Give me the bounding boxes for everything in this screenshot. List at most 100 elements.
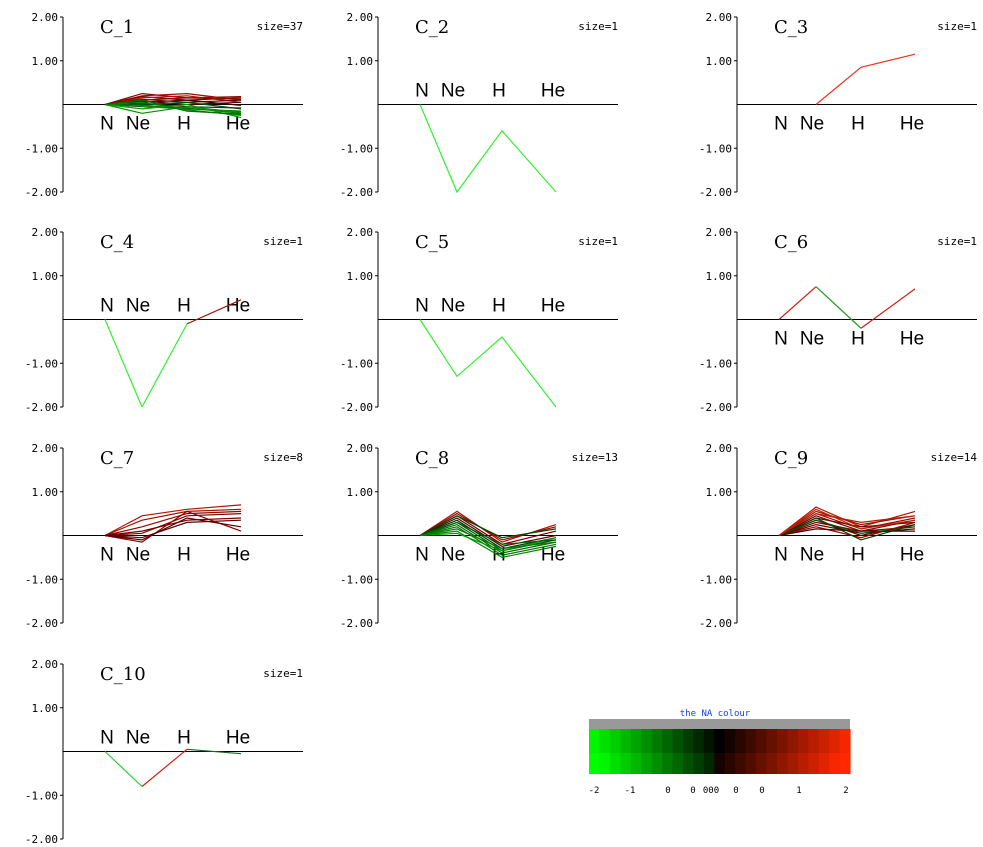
legend-colour-cell	[651, 729, 663, 753]
y-tick-label: -1.00	[699, 142, 732, 155]
category-label: Ne	[800, 114, 824, 135]
cluster-title: C_6	[774, 232, 808, 253]
cluster-title: C_3	[774, 17, 808, 38]
y-tick-label: 2.00	[32, 442, 59, 455]
legend-colour-cell	[797, 729, 809, 753]
y-tick-label: -2.00	[25, 186, 58, 199]
y-tick-label: -2.00	[699, 186, 732, 199]
series-segment	[186, 748, 242, 755]
cluster-panels: 2.00 1.00 -1.00 -2.00 C_1 size=37 N Ne H He 2.00 1.…	[25, 11, 978, 846]
category-label: Ne	[126, 545, 150, 566]
legend-colour-cell	[609, 753, 621, 774]
series-line	[104, 517, 242, 541]
legend-tick-label: 0	[690, 786, 695, 796]
legend-colour-cell	[808, 729, 820, 753]
y-tick-label: 2.00	[706, 442, 733, 455]
cluster-title: C_10	[100, 664, 146, 685]
cluster-title: C_8	[415, 448, 449, 469]
legend-colour-cell	[672, 753, 684, 774]
cluster-size-label: size=1	[263, 235, 303, 248]
y-tick-label: 1.00	[32, 55, 59, 68]
category-label: H	[492, 81, 506, 102]
series-line	[104, 513, 242, 537]
y-tick-label: 2.00	[347, 442, 374, 455]
y-tick-label: 2.00	[706, 11, 733, 24]
category-label: He	[541, 296, 565, 317]
category-label: He	[900, 545, 924, 566]
y-tick-label: 1.00	[706, 270, 733, 283]
category-label: He	[226, 545, 250, 566]
cluster-title: C_1	[100, 17, 134, 38]
series-line	[778, 519, 916, 537]
series-line	[419, 104, 557, 194]
legend-colour-cell	[735, 729, 747, 753]
legend-colour-cell	[662, 753, 674, 774]
cluster-panel: 2.00 1.00 -1.00 -2.00 C_4 size=1 N Ne H He	[25, 226, 303, 414]
series-line	[778, 517, 916, 541]
category-label: N	[415, 81, 429, 102]
series-line	[104, 103, 242, 119]
y-tick-label: 1.00	[706, 486, 733, 499]
series-line	[419, 521, 557, 545]
legend-colour-cell	[609, 729, 621, 753]
cluster-title: C_9	[774, 448, 808, 469]
category-label: He	[226, 728, 250, 749]
legend-colour-cell	[808, 753, 820, 774]
legend-tick-label: 0	[665, 786, 670, 796]
category-label: H	[492, 296, 506, 317]
y-tick-label: -2.00	[25, 401, 58, 414]
series-line	[104, 103, 242, 114]
category-label: He	[900, 329, 924, 350]
legend-colour-cell	[630, 729, 642, 753]
category-label: Ne	[126, 728, 150, 749]
category-label: H	[177, 114, 191, 135]
category-label: N	[774, 114, 788, 135]
cluster-size-label: size=1	[937, 235, 977, 248]
category-label: N	[415, 545, 429, 566]
series-line	[104, 517, 242, 537]
cluster-panel: 2.00 1.00 -1.00 -2.00 C_3 size=1 N Ne H He	[699, 11, 977, 199]
legend-colour-cell	[651, 753, 663, 774]
legend-colour-cell	[724, 729, 736, 753]
legend-colour-cell	[829, 753, 841, 774]
legend-tick-label: 000	[703, 786, 719, 796]
legend-colour-cell	[745, 729, 757, 753]
cluster-size-label: size=1	[578, 20, 618, 33]
category-label: Ne	[800, 545, 824, 566]
legend-colour-scale	[589, 729, 851, 774]
y-tick-label: -2.00	[25, 617, 58, 630]
cluster-size-label: size=37	[257, 20, 303, 33]
series-segment	[860, 288, 916, 329]
legend-colour-cell	[589, 753, 601, 774]
series-line	[419, 319, 557, 408]
legend-colour-cell	[818, 753, 830, 774]
legend-colour-cell	[589, 729, 601, 753]
y-tick-label: 2.00	[706, 226, 733, 239]
legend-colour-cell	[599, 729, 611, 753]
cluster-panel: 2.00 1.00 -1.00 -2.00 C_1 size=37 N Ne H He	[25, 11, 303, 199]
legend-colour-cell	[787, 729, 799, 753]
y-tick-label: -2.00	[340, 401, 373, 414]
series-line	[778, 528, 915, 537]
cluster-panel: 2.00 1.00 -1.00 -2.00 C_10 size=1 N Ne H He	[25, 658, 303, 846]
legend-colour-cell	[839, 729, 851, 753]
category-label: H	[851, 329, 865, 350]
legend-colour-cell	[672, 729, 684, 753]
legend-colour-cell	[703, 729, 715, 753]
legend-colour-cell	[735, 753, 747, 774]
series-segment	[104, 319, 143, 408]
y-tick-label: -2.00	[699, 401, 732, 414]
legend-colour-cell	[745, 753, 757, 774]
y-tick-label: -2.00	[25, 833, 58, 846]
y-tick-label: -1.00	[25, 789, 58, 802]
y-tick-label: 2.00	[347, 226, 374, 239]
cluster-size-label: size=1	[263, 667, 303, 680]
cluster-panel: 2.00 1.00 -1.00 -2.00 C_2 size=1 N Ne H He	[340, 11, 618, 199]
legend-colour-cell	[641, 753, 653, 774]
series-line	[419, 532, 557, 552]
cluster-title: C_4	[100, 232, 134, 253]
y-tick-label: -1.00	[25, 573, 58, 586]
cluster-size-label: size=1	[937, 20, 977, 33]
series-segment	[141, 323, 188, 408]
cluster-panel: 2.001.00-1.00-2.00C_8 size=13N Ne H He	[340, 442, 618, 630]
